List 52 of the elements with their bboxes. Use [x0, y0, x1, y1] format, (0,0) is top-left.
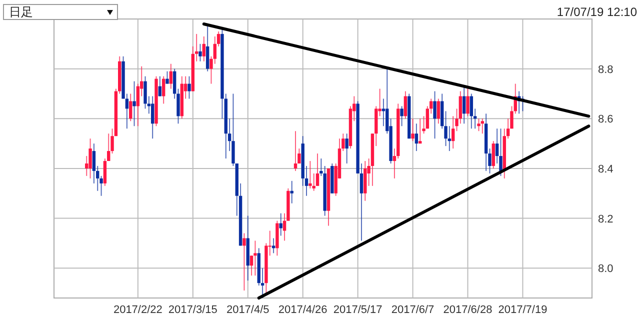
candlestick	[242, 232, 246, 292]
candlestick	[128, 93, 132, 122]
candlestick	[206, 26, 210, 72]
candlestick	[418, 118, 422, 144]
candlestick	[436, 98, 440, 124]
candlestick	[433, 90, 436, 140]
candlestick	[466, 86, 470, 117]
candlestick	[144, 76, 147, 110]
candlestick	[132, 80, 136, 127]
y-tick-label: 8.8	[598, 64, 614, 76]
candlestick	[169, 63, 173, 90]
candlestick	[400, 106, 404, 127]
candlestick	[308, 160, 312, 189]
x-tick-label: 2017/3/15	[168, 304, 218, 316]
candlestick	[499, 128, 502, 176]
y-tick-label: 8.6	[598, 114, 614, 126]
candlestick	[290, 180, 294, 204]
y-tick-label: 8.2	[598, 213, 614, 226]
candlestick	[411, 118, 414, 142]
candlestick	[414, 123, 418, 152]
candlestick	[232, 93, 235, 166]
x-tick-label: 2017/5/17	[333, 304, 382, 316]
candlestick	[480, 118, 484, 134]
candlestick	[382, 98, 386, 127]
candlestick	[470, 93, 474, 130]
candlestick	[198, 43, 202, 62]
candlestick	[294, 130, 298, 172]
candlestick	[202, 36, 206, 62]
text: 日足	[9, 5, 33, 19]
candlestick	[477, 118, 480, 132]
candlestick	[492, 140, 496, 169]
candlestick	[462, 86, 466, 124]
candlestick	[150, 96, 154, 140]
x-tick-label: 2017/6/7	[391, 304, 434, 316]
y-tick-label: 8.4	[598, 163, 614, 176]
candlestick	[345, 133, 348, 164]
candlestick	[166, 70, 169, 84]
x-tick-label: 2017/6/28	[443, 304, 492, 316]
candlestick	[188, 76, 191, 100]
candlestick	[162, 76, 166, 104]
x-tick-label: 2017/4/5	[226, 304, 270, 316]
text: 17/07/19 12:10	[556, 5, 638, 19]
candlestick	[272, 238, 276, 254]
candlestick	[279, 212, 282, 236]
candlestick	[452, 116, 455, 150]
x-tick-label: 2017/7/19	[498, 304, 548, 316]
x-tick-label: 2017/4/26	[278, 304, 328, 316]
candlestick	[404, 90, 408, 120]
x-tick-label: 2017/2/22	[113, 304, 162, 316]
y-tick-label: 8.0	[598, 263, 614, 276]
candlestick	[88, 138, 92, 179]
candlestick	[254, 240, 257, 276]
